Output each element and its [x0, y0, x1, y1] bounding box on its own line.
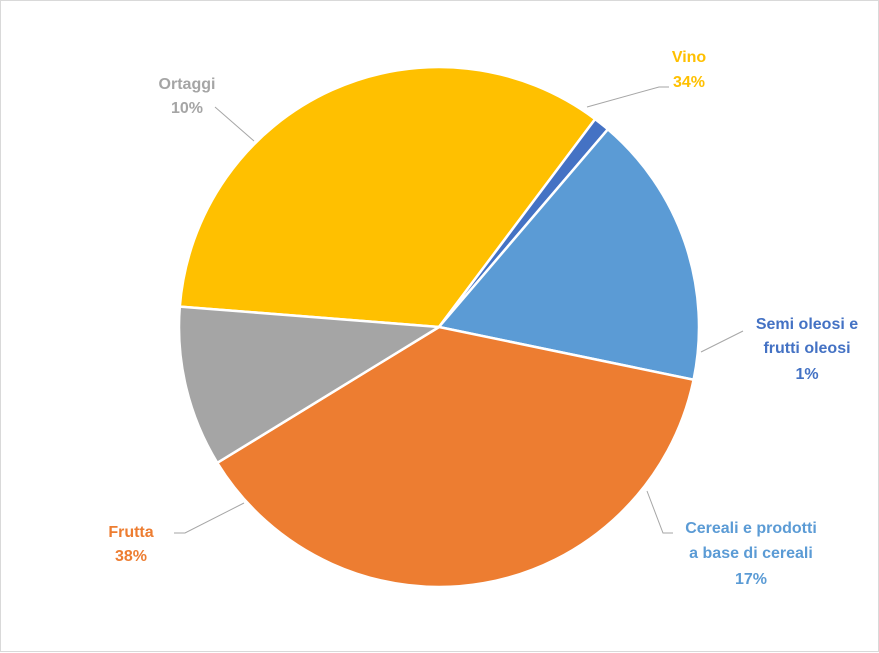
- data-label-line: 17%: [735, 571, 767, 588]
- leader-line-frutta: [174, 502, 245, 534]
- pie-slice-frutta: [216, 325, 695, 589]
- leader-line-ortaggi: [214, 106, 255, 142]
- data-label-line: 1%: [795, 366, 818, 383]
- data-label-line: frutti oleosi: [763, 340, 850, 357]
- data-label-semi-oleosi-e-frutti-oleosi: Semi oleosi e frutti oleosi 1%: [756, 316, 858, 383]
- data-label-line: a base di cereali: [689, 545, 813, 562]
- data-label-line: 10%: [171, 100, 203, 117]
- data-label-line: 34%: [673, 74, 705, 91]
- leader-line-vino: [586, 86, 669, 108]
- pie-slice-ortaggi: [177, 305, 441, 465]
- pie-slice-vino: [178, 65, 597, 329]
- data-label-line: Vino: [672, 49, 707, 66]
- data-label-line: 38%: [115, 548, 147, 565]
- data-label-ortaggi: Ortaggi 10%: [159, 76, 216, 117]
- data-label-line: Frutta: [108, 524, 153, 541]
- data-label-vino: Vino 34%: [672, 49, 707, 91]
- data-label-line: Semi oleosi e: [756, 316, 858, 333]
- data-label-cereali-e-prodotti-a-base-di-cereali: Cereali e prodotti a base di cereali 17%: [685, 520, 817, 588]
- data-label-line: Cereali e prodotti: [685, 520, 817, 537]
- pie-slice-cereali-e-prodotti-a-base-di-cereali: [437, 128, 701, 381]
- data-label-frutta: Frutta 38%: [108, 524, 153, 565]
- leader-line-cereali-e-prodotti-a-base-di-cereali: [646, 490, 673, 534]
- data-label-line: Ortaggi: [159, 76, 216, 93]
- leader-line-semi-oleosi-e-frutti-oleosi: [700, 330, 744, 353]
